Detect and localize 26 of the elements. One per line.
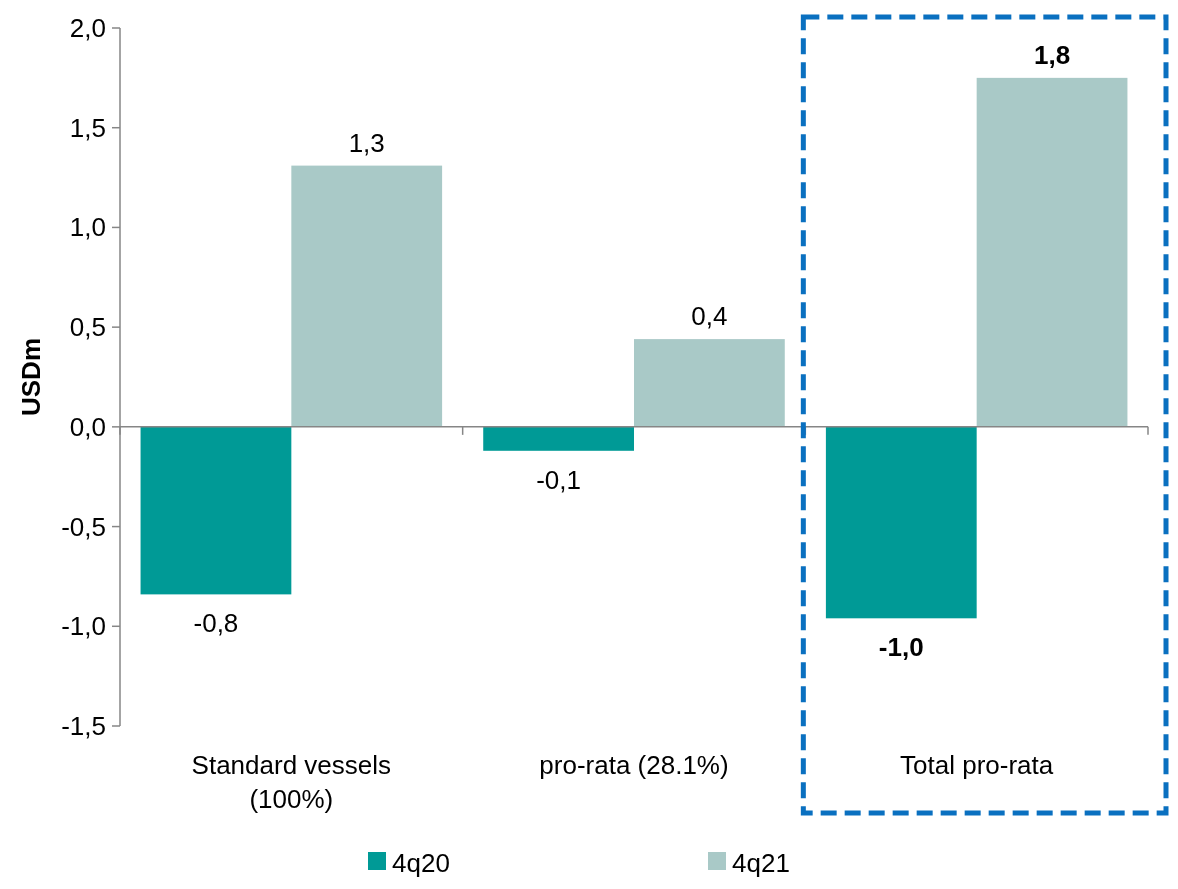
data-label: 1,3	[348, 127, 385, 158]
y-tick-label: 0,5	[69, 312, 106, 343]
x-tick-label: Total pro-rata	[900, 750, 1054, 780]
x-tick-label: Standard vessels (100%)	[191, 750, 392, 814]
y-tick-label: -0,5	[61, 511, 106, 542]
data-label: 0,4	[691, 301, 728, 332]
y-tick-label: 2,0	[69, 13, 106, 43]
bar	[976, 77, 1128, 427]
data-label: -1,0	[878, 632, 924, 663]
bar	[291, 165, 443, 427]
legend-label: 4q20	[392, 848, 450, 878]
bar	[634, 339, 785, 427]
bar	[825, 426, 977, 619]
data-label: -0,8	[193, 608, 239, 639]
bar	[483, 426, 634, 451]
data-label: 1,8	[1033, 39, 1071, 70]
data-label: -0,1	[536, 464, 582, 495]
y-axis-title: USDm	[16, 337, 46, 417]
y-tick-label: 0,0	[69, 411, 106, 442]
bar	[140, 426, 292, 595]
y-tick-label: -1,5	[61, 711, 106, 741]
y-tick-label: -1,0	[61, 611, 106, 642]
x-tick-label: pro-rata (28.1%)	[539, 750, 729, 780]
legend-label: 4q21	[732, 848, 790, 878]
y-tick-label: 1,0	[69, 212, 106, 243]
y-tick-label: 1,5	[69, 112, 106, 143]
